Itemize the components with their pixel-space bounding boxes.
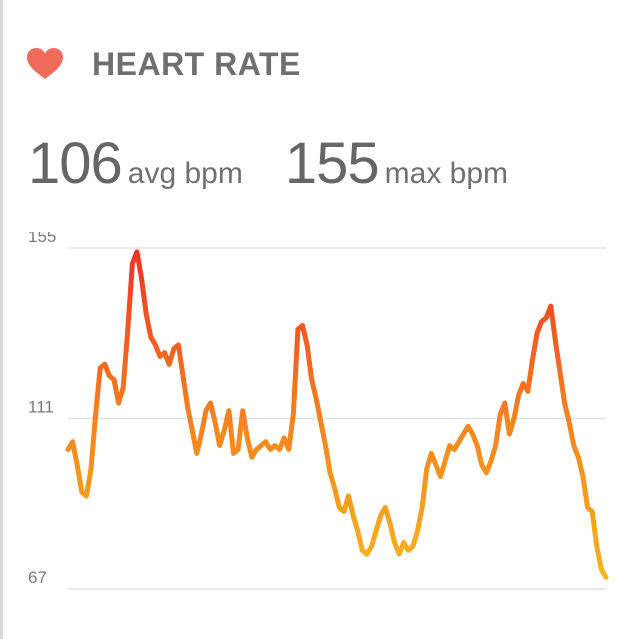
card-title: HEART RATE <box>92 45 301 82</box>
y-tick-label: 111 <box>28 398 54 417</box>
heart-rate-series-line <box>65 249 609 580</box>
avg-bpm-unit: avg bpm <box>127 157 243 190</box>
avg-bpm-value: 106 <box>28 131 123 196</box>
window-edge <box>0 0 3 639</box>
max-bpm-unit: max bpm <box>384 157 509 190</box>
heart-rate-chart: 155 111 67 <box>28 232 609 590</box>
max-bpm-value: 155 <box>284 131 380 196</box>
heart-icon <box>27 48 63 79</box>
y-tick-label: 67 <box>28 568 47 587</box>
avg-stat: 106 avg bpm <box>28 130 243 197</box>
y-tick-label: 155 <box>28 232 56 246</box>
max-stat: 155 max bpm <box>285 130 508 197</box>
card-header: HEART RATE <box>26 44 301 84</box>
stats-row: 106 avg bpm 155 max bpm <box>28 130 508 197</box>
